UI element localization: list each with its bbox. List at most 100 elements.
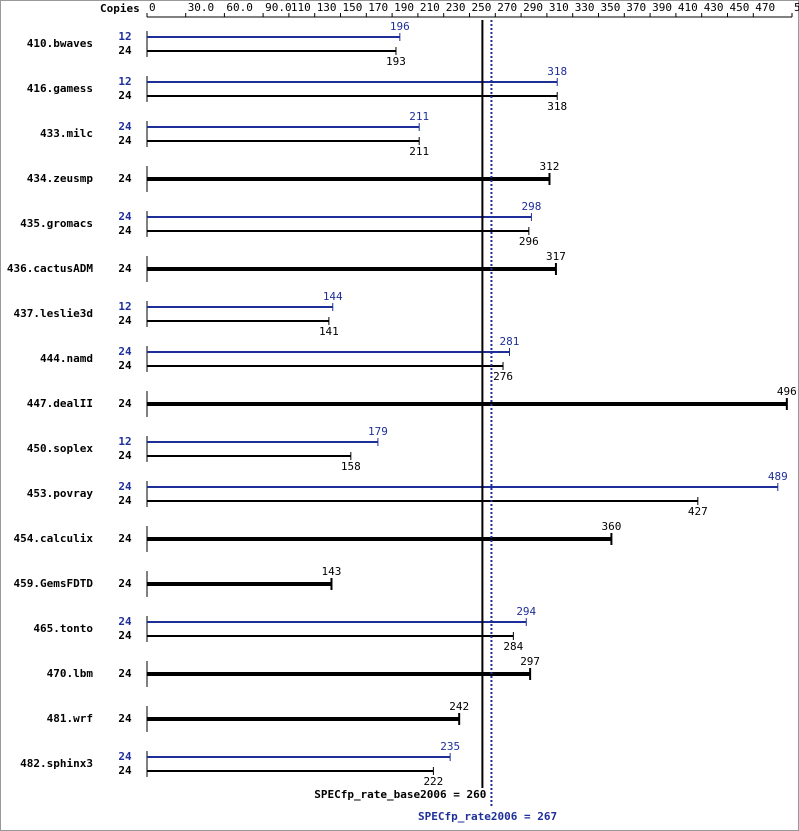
peak-copies: 24: [118, 120, 132, 133]
x-tick-label: 130: [317, 1, 337, 14]
x-tick-label: 390: [652, 1, 672, 14]
peak-label: 281: [500, 335, 520, 348]
base-label: 360: [601, 520, 621, 533]
peak-label: 144: [323, 290, 343, 303]
benchmark-name: 434.zeusmp: [27, 172, 94, 185]
x-tick-label: 230: [446, 1, 466, 14]
benchmark-name: 459.GemsFDTD: [14, 577, 94, 590]
base-copies: 24: [118, 359, 132, 372]
base-label: 222: [423, 775, 443, 788]
base-copies: 24: [118, 712, 132, 725]
peak-copies: 24: [118, 480, 132, 493]
base-copies: 24: [118, 532, 132, 545]
benchmark-name: 433.milc: [40, 127, 93, 140]
x-tick-label: 0: [149, 1, 156, 14]
peak-copies: 12: [118, 30, 131, 43]
base-label: 141: [319, 325, 339, 338]
peak-copies: 24: [118, 345, 132, 358]
x-tick-label: 370: [626, 1, 646, 14]
benchmark-name: 481.wrf: [47, 712, 93, 725]
peak-copies: 24: [118, 210, 132, 223]
benchmark-name: 447.dealII: [27, 397, 93, 410]
base-copies: 24: [118, 89, 132, 102]
base-copies: 24: [118, 134, 132, 147]
peak-label: 196: [390, 20, 410, 33]
benchmark-name: 465.tonto: [33, 622, 93, 635]
base-label: 297: [520, 655, 540, 668]
peak-label: 211: [409, 110, 429, 123]
base-copies: 24: [118, 577, 132, 590]
peak-label: 298: [521, 200, 541, 213]
base-copies: 24: [118, 314, 132, 327]
peak-copies: 24: [118, 615, 132, 628]
peak-label: 489: [768, 470, 788, 483]
base-copies: 24: [118, 494, 132, 507]
base-label: 242: [449, 700, 469, 713]
x-tick-label: 270: [497, 1, 517, 14]
base-label: 427: [688, 505, 708, 518]
copies-header: Copies: [100, 2, 140, 15]
benchmark-name: 416.gamess: [27, 82, 93, 95]
base-label: 317: [546, 250, 566, 263]
x-tick-label: 410: [678, 1, 698, 14]
x-tick-label: 110: [291, 1, 311, 14]
base-copies: 24: [118, 397, 132, 410]
base-label: 193: [386, 55, 406, 68]
benchmark-name: 454.calculix: [14, 532, 94, 545]
benchmark-name: 436.cactusADM: [7, 262, 93, 275]
base-copies: 24: [118, 172, 132, 185]
x-tick-label: 60.0: [226, 1, 253, 14]
base-label: 496: [777, 385, 797, 398]
x-tick-label: 150: [343, 1, 363, 14]
x-tick-label: 250: [472, 1, 492, 14]
x-tick-label: 210: [420, 1, 440, 14]
benchmark-name: 435.gromacs: [20, 217, 93, 230]
x-tick-label: 470: [755, 1, 775, 14]
peak-label: 294: [516, 605, 536, 618]
x-tick-label: 170: [368, 1, 388, 14]
base-copies: 24: [118, 629, 132, 642]
base-label: 276: [493, 370, 513, 383]
base-label: 312: [540, 160, 560, 173]
peak-label: 235: [440, 740, 460, 753]
base-copies: 24: [118, 667, 132, 680]
benchmark-name: 410.bwaves: [27, 37, 93, 50]
base-copies: 24: [118, 764, 132, 777]
base-mean-label: SPECfp_rate_base2006 = 260: [314, 788, 486, 801]
x-tick-label: 290: [523, 1, 543, 14]
x-tick-label: 30.0: [188, 1, 215, 14]
benchmark-name: 444.namd: [40, 352, 93, 365]
x-tick-label: 500: [794, 1, 799, 14]
peak-copies: 12: [118, 435, 131, 448]
base-copies: 24: [118, 224, 132, 237]
benchmark-name: 470.lbm: [47, 667, 94, 680]
peak-copies: 12: [118, 300, 131, 313]
x-tick-label: 310: [549, 1, 569, 14]
x-tick-label: 350: [601, 1, 621, 14]
peak-mean-label: SPECfp_rate2006 = 267: [418, 810, 557, 823]
benchmark-name: 437.leslie3d: [14, 307, 93, 320]
base-label: 143: [322, 565, 342, 578]
base-copies: 24: [118, 262, 132, 275]
peak-label: 318: [547, 65, 567, 78]
base-label: 284: [503, 640, 523, 653]
benchmark-name: 453.povray: [27, 487, 94, 500]
base-label: 158: [341, 460, 361, 473]
base-label: 318: [547, 100, 567, 113]
peak-label: 179: [368, 425, 388, 438]
x-tick-label: 330: [575, 1, 595, 14]
x-tick-label: 90.0: [265, 1, 292, 14]
base-copies: 24: [118, 44, 132, 57]
x-tick-label: 190: [394, 1, 414, 14]
benchmark-name: 450.soplex: [27, 442, 94, 455]
x-tick-label: 430: [704, 1, 724, 14]
base-label: 296: [519, 235, 539, 248]
peak-copies: 24: [118, 750, 132, 763]
x-tick-label: 450: [730, 1, 750, 14]
base-label: 211: [409, 145, 429, 158]
peak-copies: 12: [118, 75, 131, 88]
base-copies: 24: [118, 449, 132, 462]
benchmark-name: 482.sphinx3: [20, 757, 93, 770]
